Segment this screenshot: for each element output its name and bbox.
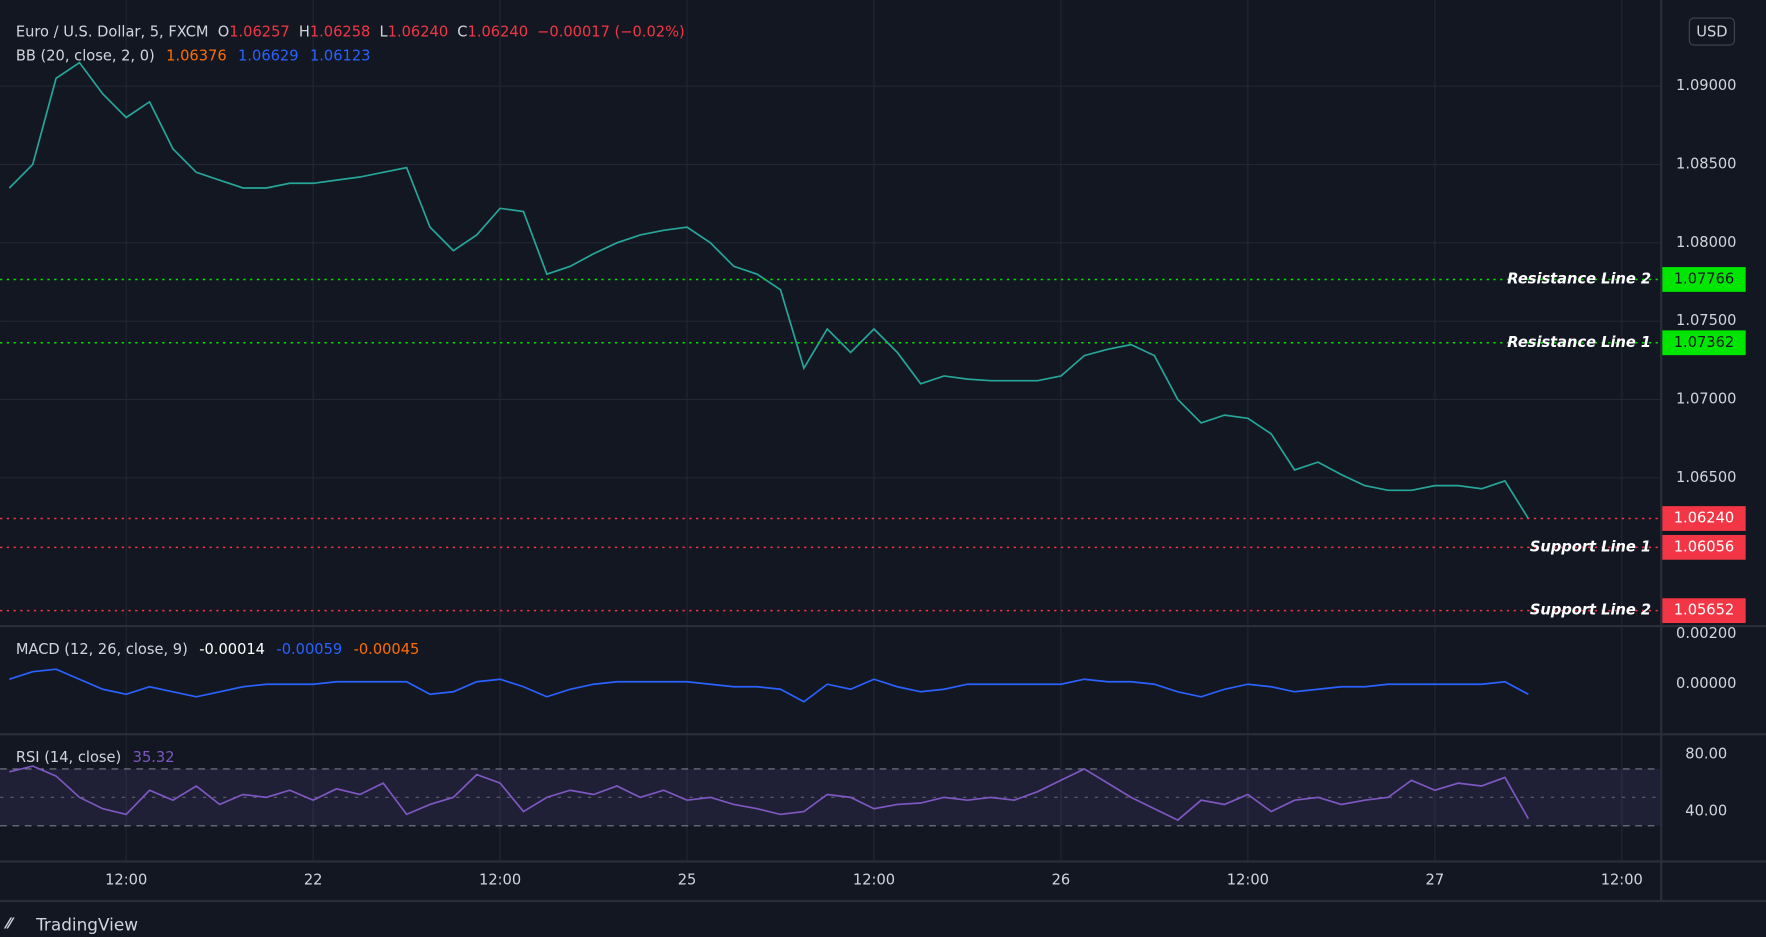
ohlc-label: L bbox=[380, 24, 389, 41]
x-tick-label: 12:00 bbox=[1601, 872, 1643, 889]
indicator-name: MACD (12, 26, close, 9) bbox=[16, 641, 188, 658]
x-tick-label: 12:00 bbox=[1227, 872, 1269, 889]
level-name: Support Line 2 bbox=[1530, 602, 1651, 619]
price-tag-label: 1.06056 bbox=[1674, 538, 1734, 555]
marks bbox=[0, 61, 1662, 822]
y-tick-label: 1.08500 bbox=[1676, 155, 1736, 172]
brand: TradingView bbox=[35, 915, 138, 935]
x-tick-label: 12:00 bbox=[105, 872, 147, 889]
level-name: Resistance Line 2 bbox=[1507, 270, 1651, 287]
indicator-value: -0.00014 bbox=[199, 641, 265, 658]
indicator-name: RSI (14, close) bbox=[16, 749, 121, 766]
y-tick-label: 40.00 bbox=[1685, 803, 1727, 820]
brand-logo: ⁄⁄ bbox=[4, 916, 15, 933]
x-tick-label: 27 bbox=[1426, 872, 1445, 889]
x-tick-label: 25 bbox=[678, 872, 697, 889]
ohlc-value: 1.06240 bbox=[468, 24, 528, 41]
indicator-value: -0.00059 bbox=[276, 641, 342, 658]
symbol-legend: Euro / U.S. Dollar, 5, FXCM O1.06257 H1.… bbox=[16, 24, 685, 41]
symbol: Euro / U.S. Dollar, 5, FXCM bbox=[16, 24, 209, 41]
level-name: Resistance Line 1 bbox=[1507, 334, 1651, 351]
macd-legend: MACD (12, 26, close, 9) -0.00014 -0.0005… bbox=[16, 641, 420, 658]
indicator-name: BB (20, close, 2, 0) bbox=[16, 47, 155, 64]
price-tag bbox=[1662, 267, 1746, 292]
y-tick-label: 1.07000 bbox=[1676, 390, 1736, 407]
ohlc-label: C bbox=[457, 24, 467, 41]
x-tick-label: 22 bbox=[304, 872, 323, 889]
ohlc-value: 1.06258 bbox=[310, 24, 370, 41]
price-tag-label: 1.07362 bbox=[1674, 334, 1734, 351]
y-tick-label: 0.00000 bbox=[1676, 675, 1736, 692]
price-tag-label: 1.06240 bbox=[1674, 510, 1734, 527]
y-tick-label: 0.00200 bbox=[1676, 625, 1736, 642]
ohlc-value: 1.06257 bbox=[229, 24, 289, 41]
y-tick-label: 1.07500 bbox=[1676, 312, 1736, 329]
x-tick-label: 12:00 bbox=[479, 872, 521, 889]
series-line bbox=[8, 61, 1530, 519]
indicator-value: 1.06123 bbox=[310, 47, 370, 64]
ohlc-label: H bbox=[299, 24, 310, 41]
y-tick-label: 1.08000 bbox=[1676, 234, 1736, 251]
series-line bbox=[9, 765, 1530, 822]
price-tag bbox=[1662, 330, 1746, 356]
price-tag-label: 1.05652 bbox=[1674, 602, 1734, 619]
indicator-value: 35.32 bbox=[133, 749, 175, 766]
bb-legend: BB (20, close, 2, 0) 1.06376 1.06629 1.0… bbox=[16, 47, 371, 64]
indicator-value: -0.00045 bbox=[354, 641, 420, 658]
rsi-legend: RSI (14, close) 35.32 bbox=[16, 749, 175, 766]
x-tick-label: 26 bbox=[1052, 872, 1071, 889]
currency-button[interactable] bbox=[1688, 17, 1735, 46]
y-tick-label: 1.09000 bbox=[1676, 77, 1736, 94]
ohlc-label: O bbox=[218, 24, 230, 41]
currency[interactable]: USD bbox=[1696, 24, 1727, 41]
indicator-value: 1.06629 bbox=[238, 47, 298, 64]
price-tag bbox=[1662, 534, 1746, 560]
price-tag-label: 1.07766 bbox=[1674, 270, 1734, 287]
price-tag bbox=[1662, 598, 1746, 624]
y-tick-label: 80.00 bbox=[1685, 746, 1727, 763]
change: −0.00017 (−0.02%) bbox=[537, 24, 685, 41]
y-tick-label: 1.06500 bbox=[1676, 469, 1736, 486]
ohlc-value: 1.06240 bbox=[388, 24, 448, 41]
price-tag bbox=[1662, 506, 1746, 531]
series-line bbox=[9, 668, 1529, 703]
indicator-value: 1.06376 bbox=[166, 47, 226, 64]
level-name: Support Line 1 bbox=[1530, 538, 1651, 555]
x-tick-label: 12:00 bbox=[853, 872, 895, 889]
